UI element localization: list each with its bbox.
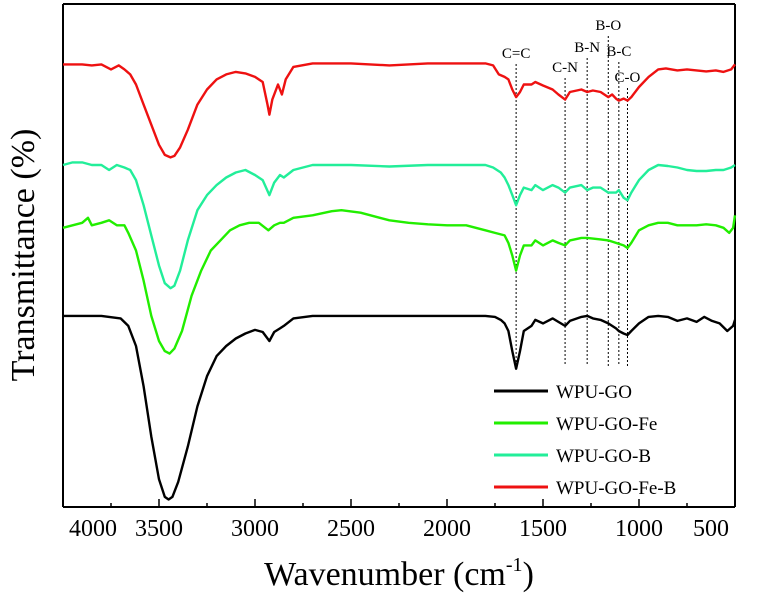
annotation-label-b-c: B-C	[606, 44, 631, 60]
x-ticks: 4000 3500 3000 2500 2000 1500 1000 500	[62, 499, 736, 542]
series-line-wpu-go-b	[62, 161, 736, 290]
x-tick-label-1500: 1500	[519, 516, 567, 542]
legend-label-wpu-go-b: WPU-GO-B	[556, 446, 651, 467]
series-line-wpu-go-fe	[62, 209, 737, 355]
legend: WPU-GO WPU-GO-Fe WPU-GO-B WPU-GO-Fe-B	[494, 382, 676, 499]
annotation-label-b-n: B-N	[574, 40, 600, 56]
x-tick-label-3500: 3500	[135, 516, 183, 542]
annotation-label-c-n: C-N	[552, 60, 578, 76]
y-axis-title: Transmittance (%)	[5, 129, 42, 382]
series-lines	[62, 62, 737, 501]
annotation-label-c=c: C=C	[502, 46, 530, 62]
series-line-wpu-go	[63, 314, 737, 501]
band-annotations: C=C C-N B-N B-O B-C C-O	[502, 18, 641, 366]
x-axis-title: Wavenumber (cm-1)	[264, 554, 534, 593]
legend-label-wpu-go-fe: WPU-GO-Fe	[556, 414, 657, 435]
x-tick-label-4000: 4000	[69, 516, 117, 542]
series-line-wpu-go-fe-b	[63, 62, 736, 159]
x-tick-label-2000: 2000	[423, 516, 471, 542]
annotation-label-b-o: B-O	[595, 18, 621, 34]
x-axis-title-sup: -1	[506, 554, 523, 576]
x-axis-title-close: )	[523, 556, 534, 593]
x-axis-title-text: Wavenumber (cm	[264, 556, 506, 593]
x-tick-label-500: 500	[693, 516, 729, 542]
annotation-label-c-o: C-O	[615, 70, 641, 86]
x-tick-label-2500: 2500	[327, 516, 375, 542]
legend-label-wpu-go-fe-b: WPU-GO-Fe-B	[556, 478, 676, 499]
x-tick-label-1000: 1000	[615, 516, 663, 542]
x-tick-label-3000: 3000	[231, 516, 279, 542]
legend-label-wpu-go: WPU-GO	[556, 382, 632, 403]
